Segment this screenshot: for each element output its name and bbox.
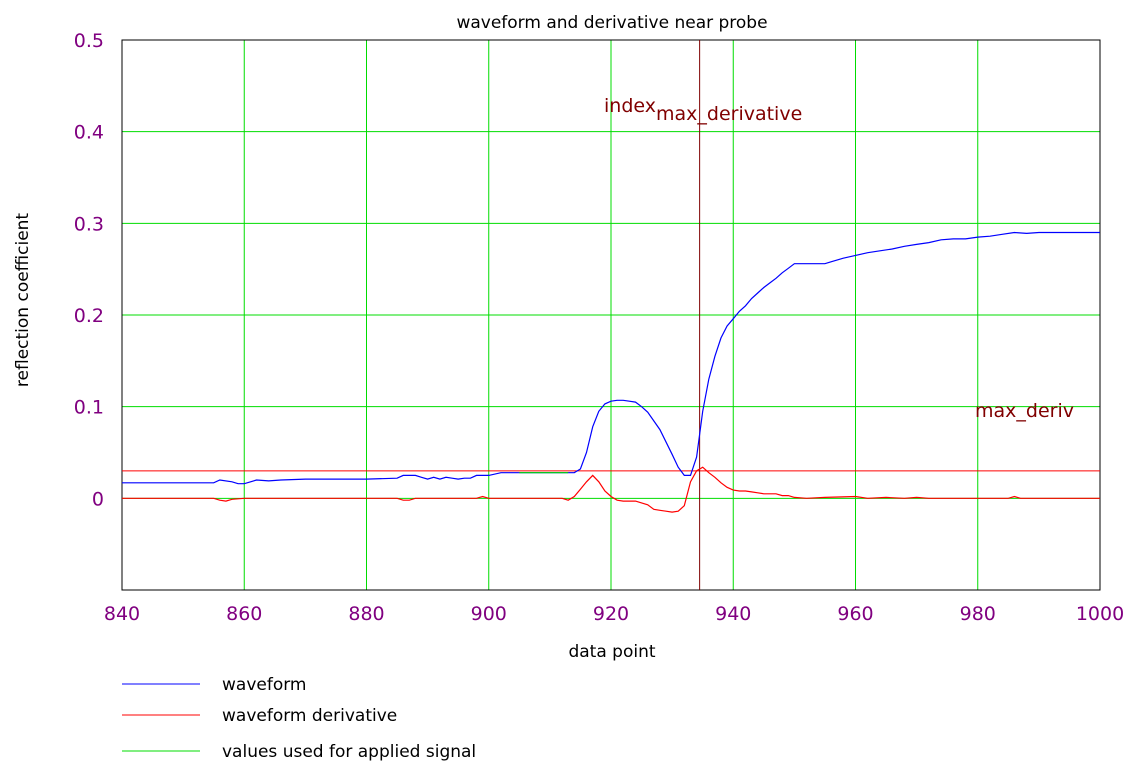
legend-label: waveform <box>222 675 306 695</box>
x-tick-label: 840 <box>104 603 140 625</box>
grid <box>121 39 1101 590</box>
legend-label: waveform derivative <box>222 706 397 726</box>
index-annotation: indexmax_derivative <box>604 95 802 125</box>
y-tick-label: 0.2 <box>74 305 104 327</box>
index-annotation-sub: max_derivative <box>656 103 802 125</box>
x-tick-label: 900 <box>471 603 507 625</box>
legend: waveform waveform derivative values used f… <box>122 675 476 762</box>
reference-lines <box>122 40 1100 590</box>
x-tick-label: 880 <box>348 603 384 625</box>
y-tick-label: 0.3 <box>74 213 104 235</box>
x-tick-label: 1000 <box>1076 603 1124 625</box>
y-tick-label: 0.4 <box>74 122 104 144</box>
x-axis-label: data point <box>568 642 655 662</box>
max-deriv-annotation: max_deriv <box>975 400 1074 422</box>
y-tick-label: 0.1 <box>74 397 104 419</box>
tick-labels: 840 860 880 900 920 940 960 980 1000 0 0.1 0.2 0.3 0.… <box>74 30 1124 625</box>
x-tick-label: 860 <box>226 603 262 625</box>
legend-label: values used for applied signal <box>222 742 476 762</box>
series-line-1 <box>122 231 1100 485</box>
series-line-2 <box>122 466 1100 513</box>
x-tick-label: 940 <box>715 603 751 625</box>
x-tick-label: 960 <box>837 603 873 625</box>
y-axis-label: reflection coefficient <box>13 213 33 388</box>
y-tick-label: 0.5 <box>74 30 104 52</box>
index-annotation-main: index <box>604 95 656 117</box>
y-tick-label: 0 <box>92 488 104 510</box>
x-tick-label: 980 <box>960 603 996 625</box>
series-group <box>122 231 1100 513</box>
x-tick-label: 920 <box>593 603 629 625</box>
chart-title: waveform and derivative near probe <box>456 13 767 33</box>
plot-area-frame <box>121 39 1101 591</box>
